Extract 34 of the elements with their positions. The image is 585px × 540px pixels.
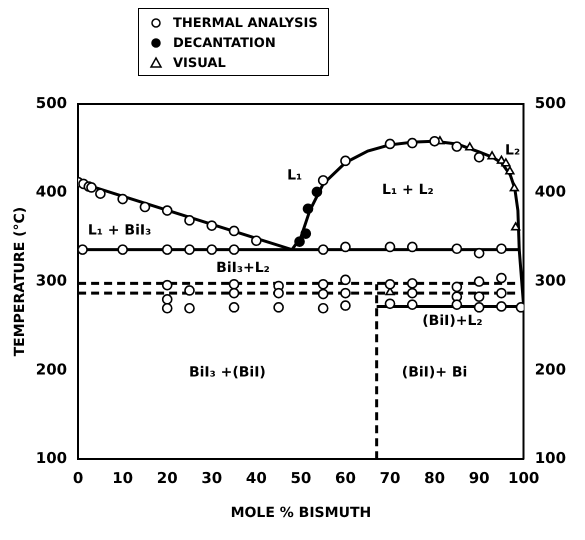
x-tick-label: 70 [380, 469, 400, 488]
y2-tick-label: 500 [534, 94, 566, 112]
x-tick-label: 90 [468, 469, 490, 488]
y2-tick-label: 400 [534, 182, 566, 201]
x-tick-label: 0 [72, 469, 84, 488]
annotation: L₁ + BiI₃ [88, 222, 152, 239]
y-tick-label: 300 [36, 271, 68, 290]
annotation: BiI₃ +(BiI) [188, 364, 266, 381]
annotation: BiI₃+L₂ [216, 260, 270, 276]
x-tick-label: 10 [112, 469, 134, 488]
y-axis-title: TEMPERATURE (°C) [12, 206, 28, 356]
y-tick-label: 200 [36, 360, 68, 378]
y2-tick-label: 300 [534, 271, 566, 290]
y2-tick-label: 100 [534, 449, 566, 468]
annotation: L₁ + L₂ [382, 182, 434, 198]
y-tick-label: 100 [36, 449, 68, 468]
x-tick-label: 30 [201, 469, 222, 488]
legend-label: THERMAL ANALYSIS [173, 16, 318, 30]
x-tick-label: 60 [335, 469, 356, 488]
legend-label: DECANTATION [173, 36, 276, 50]
y2-tick-label: 200 [534, 360, 566, 378]
x-tick-label: 80 [424, 469, 446, 488]
y-tick-label: 500 [36, 94, 68, 112]
y-tick-label: 400 [36, 182, 68, 201]
x-tick-label: 20 [156, 469, 178, 488]
annotation: (BiI)+L₂ [422, 313, 483, 330]
x-tick-label: 40 [246, 469, 267, 488]
annotation: L₂ [505, 142, 520, 159]
x-tick-label: 50 [290, 469, 312, 488]
annotation: (BiI)+ Bi [402, 364, 468, 381]
x-axis-title: MOLE % BISMUTH [230, 505, 372, 522]
legend-label: VISUAL [173, 56, 226, 70]
annotation: L₁ [287, 168, 302, 184]
x-tick-label: 100 [508, 469, 540, 488]
